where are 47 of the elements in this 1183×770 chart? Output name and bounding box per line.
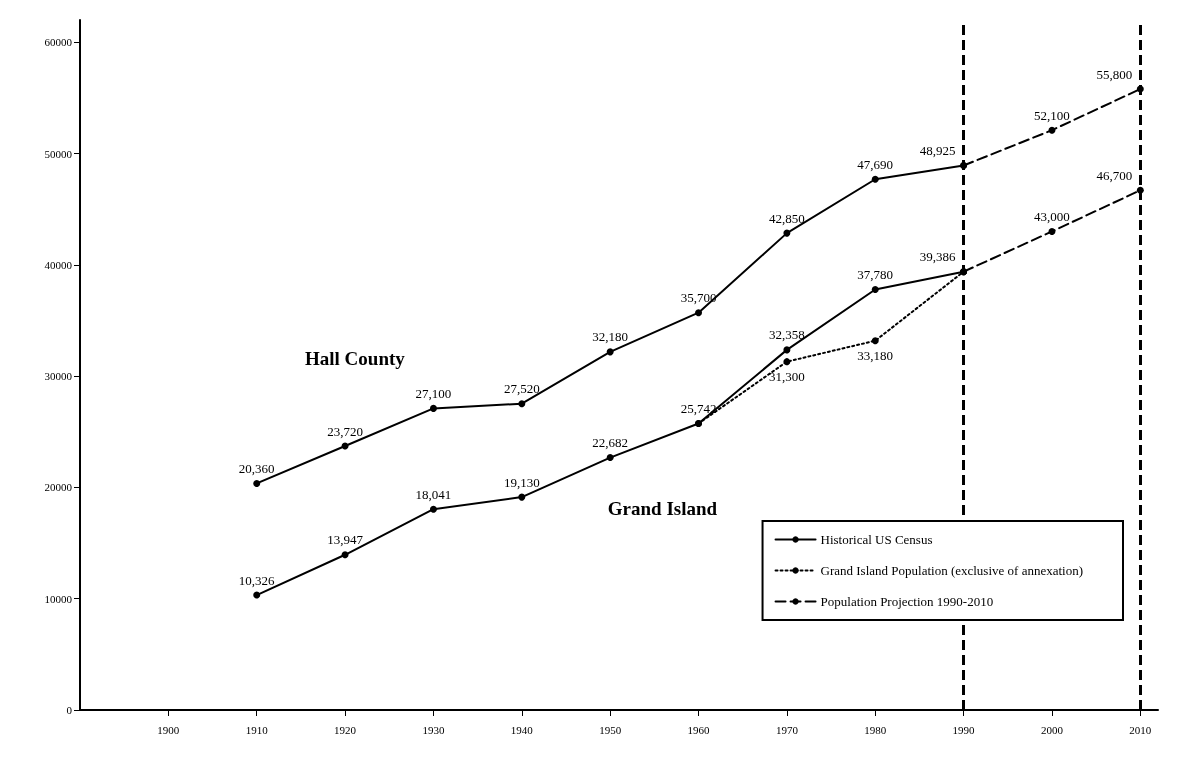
x-tick-label: 1940 (510, 723, 534, 736)
data-label: 31,300 (769, 369, 805, 385)
data-label: 13,947 (327, 532, 364, 548)
data-label: 42,850 (769, 210, 805, 226)
legend-label: Population Projection 1990-2010 (820, 594, 994, 609)
x-tick-label: 1920 (334, 723, 357, 736)
x-tick-label: 1950 (599, 723, 622, 736)
legend-label: Grand Island Population (exclusive of annexation) (820, 563, 1084, 578)
y-tick-label: 60000 (44, 36, 73, 49)
x-tick-label: 2000 (1040, 723, 1064, 736)
y-tick-label: 0 (66, 704, 73, 716)
legend-label: Historical US Census (820, 532, 933, 547)
data-label: 20,360 (238, 460, 275, 476)
x-tick-label: 1960 (687, 723, 711, 736)
data-label: 37,780 (857, 267, 894, 283)
y-tick-label: 50000 (44, 147, 73, 160)
x-tick-label: 1930 (422, 723, 445, 736)
x-tick-label: 1970 (775, 723, 799, 736)
y-tick-label: 20000 (44, 481, 73, 494)
y-tick-label: 10000 (44, 592, 73, 605)
data-label: 18,041 (415, 486, 452, 502)
data-label: 19,130 (503, 474, 540, 490)
x-tick-label: 1990 (952, 723, 976, 736)
annotation: Hall County (305, 347, 406, 369)
data-label: 32,180 (592, 329, 629, 345)
annotation: Grand Island (607, 497, 718, 519)
data-label: 33,180 (857, 348, 894, 364)
data-label: 47,690 (857, 156, 894, 172)
data-label: 10,326 (238, 572, 276, 588)
data-label: 32,358 (769, 327, 805, 343)
data-label: 23,720 (327, 423, 363, 439)
data-label: 46,700 (1096, 167, 1133, 183)
y-tick-label: 30000 (44, 370, 73, 383)
data-label: 43,000 (1034, 208, 1070, 224)
data-label: 27,520 (503, 381, 540, 397)
x-tick-label: 2010 (1129, 723, 1152, 736)
x-tick-label: 1900 (157, 723, 180, 736)
data-label: 55,800 (1096, 66, 1133, 82)
data-label: 35,700 (680, 290, 717, 306)
data-label: 27,100 (415, 385, 452, 401)
data-label: 39,386 (919, 249, 956, 265)
data-label: 22,682 (592, 435, 629, 451)
data-label: 52,100 (1034, 107, 1070, 123)
y-tick-label: 40000 (44, 258, 73, 271)
x-tick-label: 1980 (864, 723, 887, 736)
data-label: 48,925 (919, 143, 956, 159)
x-tick-label: 1910 (245, 723, 269, 736)
